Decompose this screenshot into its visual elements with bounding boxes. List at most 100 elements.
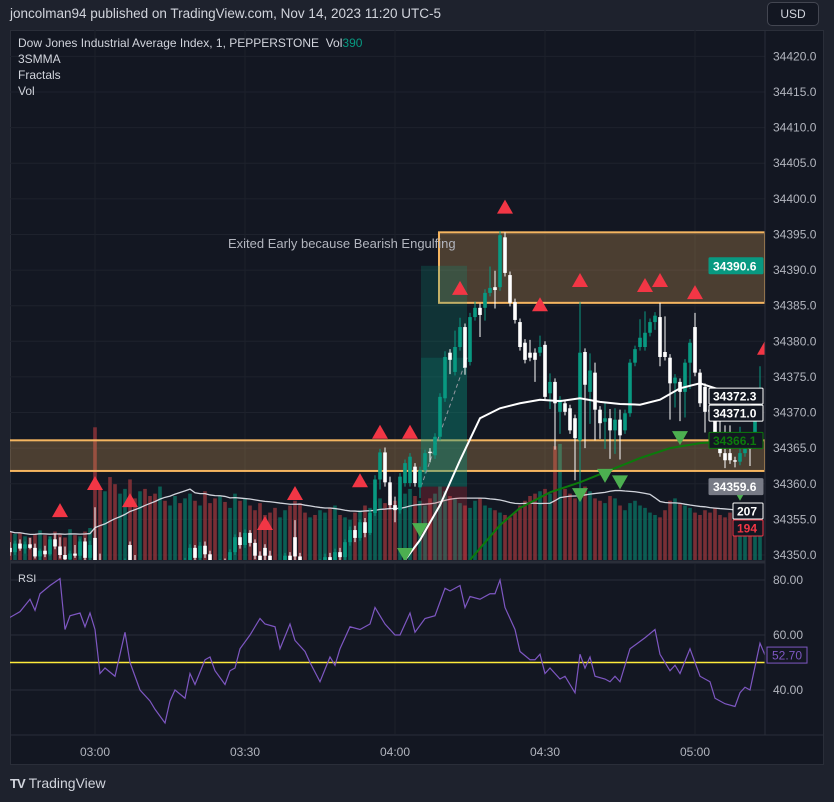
candle-body[interactable]: [703, 386, 707, 412]
candle-body[interactable]: [113, 570, 117, 577]
candle-body[interactable]: [323, 557, 327, 563]
annotation-text[interactable]: Exited Early because Bearish Engulfing: [228, 236, 456, 251]
candle-body[interactable]: [713, 409, 717, 444]
candle-body[interactable]: [528, 352, 532, 358]
candle-body[interactable]: [513, 302, 517, 320]
candle-body[interactable]: [168, 580, 172, 595]
candle-body[interactable]: [213, 566, 217, 574]
candle-body[interactable]: [368, 512, 372, 533]
candle-body[interactable]: [303, 569, 307, 580]
candle-body[interactable]: [683, 362, 687, 392]
candle-body[interactable]: [438, 396, 442, 437]
candle-body[interactable]: [128, 545, 132, 560]
candle-body[interactable]: [263, 547, 267, 556]
main-pane[interactable]: Exited Early because Bearish Engulfing: [8, 30, 773, 598]
tradingview-footer[interactable]: TV TradingView: [10, 775, 106, 791]
candle-body[interactable]: [93, 537, 97, 562]
candle-body[interactable]: [428, 451, 432, 454]
candle-body[interactable]: [538, 347, 542, 353]
candle-body[interactable]: [463, 327, 467, 368]
zone-support[interactable]: [9, 439, 765, 472]
legend-indicator-vol[interactable]: Vol: [18, 84, 35, 98]
candle-body[interactable]: [698, 372, 702, 404]
candle-body[interactable]: [208, 554, 212, 565]
candle-body[interactable]: [493, 287, 497, 291]
candle-body[interactable]: [443, 356, 447, 399]
candle-body[interactable]: [483, 292, 487, 308]
candle-body[interactable]: [568, 408, 572, 431]
candle-body[interactable]: [133, 559, 137, 572]
candle-body[interactable]: [98, 562, 102, 572]
candle-body[interactable]: [693, 327, 697, 373]
candle-body[interactable]: [353, 530, 357, 538]
candle-body[interactable]: [68, 553, 72, 560]
candle-body[interactable]: [313, 570, 317, 576]
chart-frame[interactable]: [10, 30, 824, 765]
position-stop-area[interactable]: [421, 486, 467, 583]
legend-symbol[interactable]: Dow Jones Industrial Average Index, 1, P…: [18, 35, 362, 51]
candle-body[interactable]: [383, 452, 387, 483]
candle-body[interactable]: [348, 530, 352, 543]
candle-body[interactable]: [518, 322, 522, 348]
candle-body[interactable]: [373, 479, 377, 513]
candle-body[interactable]: [53, 539, 57, 547]
candle-body[interactable]: [63, 554, 67, 560]
candle-body[interactable]: [408, 456, 412, 484]
candle-body[interactable]: [628, 362, 632, 414]
legend-indicator-3smma[interactable]: 3SMMA: [18, 52, 61, 66]
candle-body[interactable]: [678, 381, 682, 392]
candle-body[interactable]: [178, 571, 182, 577]
candle-body[interactable]: [88, 545, 92, 558]
candle-body[interactable]: [598, 409, 602, 424]
candle-body[interactable]: [218, 562, 222, 573]
candle-body[interactable]: [143, 567, 147, 578]
candle-body[interactable]: [668, 357, 672, 384]
candle-body[interactable]: [488, 287, 492, 293]
candle-body[interactable]: [363, 522, 367, 533]
candle-body[interactable]: [73, 553, 77, 556]
candle-body[interactable]: [658, 317, 662, 357]
candle-body[interactable]: [558, 399, 562, 412]
candle-body[interactable]: [78, 541, 82, 556]
candle-body[interactable]: [588, 370, 592, 392]
candle-body[interactable]: [318, 563, 322, 577]
candle-body[interactable]: [38, 550, 42, 557]
candle-body[interactable]: [478, 307, 482, 315]
candle-body[interactable]: [688, 342, 692, 363]
candle-body[interactable]: [203, 545, 207, 555]
candle-body[interactable]: [738, 453, 742, 462]
candle-body[interactable]: [593, 372, 597, 410]
candle-body[interactable]: [733, 460, 737, 462]
candle-body[interactable]: [603, 418, 607, 422]
candle-body[interactable]: [338, 552, 342, 558]
candle-body[interactable]: [423, 453, 427, 471]
candle-body[interactable]: [498, 235, 502, 288]
candle-body[interactable]: [358, 522, 362, 538]
candle-body[interactable]: [523, 342, 527, 360]
candle-body[interactable]: [503, 237, 507, 273]
candle-body[interactable]: [118, 569, 122, 578]
candle-body[interactable]: [653, 315, 657, 323]
candle-body[interactable]: [608, 418, 612, 431]
candle-body[interactable]: [388, 482, 392, 506]
candle-body[interactable]: [753, 413, 757, 446]
candle-body[interactable]: [433, 436, 437, 456]
candle-body[interactable]: [413, 466, 417, 484]
candle-body[interactable]: [643, 332, 647, 348]
candle-body[interactable]: [13, 543, 17, 553]
candle-body[interactable]: [298, 556, 302, 569]
candle-body[interactable]: [243, 532, 247, 546]
candle-body[interactable]: [728, 453, 732, 461]
candle-body[interactable]: [258, 555, 262, 565]
candle-body[interactable]: [103, 566, 107, 572]
candle-body[interactable]: [163, 581, 167, 595]
candle-body[interactable]: [743, 445, 747, 454]
candle-body[interactable]: [268, 555, 272, 565]
rsi-pane[interactable]: [10, 564, 765, 735]
candle-body[interactable]: [83, 541, 87, 558]
candle-body[interactable]: [403, 463, 407, 484]
candle-body[interactable]: [508, 275, 512, 303]
candle-body[interactable]: [613, 419, 617, 431]
candle-body[interactable]: [28, 544, 32, 548]
candle-body[interactable]: [108, 566, 112, 570]
